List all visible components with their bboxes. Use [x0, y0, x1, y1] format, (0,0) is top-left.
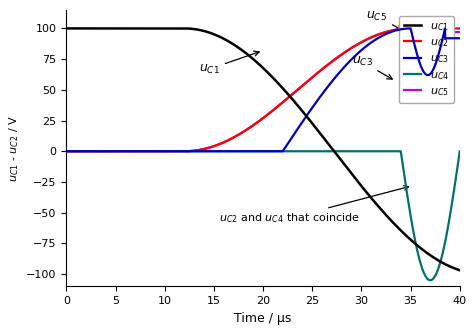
Text: $u_{C1}$: $u_{C1}$	[199, 51, 259, 76]
Y-axis label: $u_{C1}$ - $u_{C2}$ / V: $u_{C1}$ - $u_{C2}$ / V	[7, 115, 21, 181]
Text: $u_{C3}$: $u_{C3}$	[352, 55, 392, 79]
Text: $u_{C2}$ and $u_{C4}$ that coincide: $u_{C2}$ and $u_{C4}$ that coincide	[219, 186, 409, 225]
X-axis label: Time / μs: Time / μs	[234, 312, 292, 325]
Legend: $u_{C1}$, $u_{C2}$, $u_{C3}$, $u_{C4}$, $u_{C5}$: $u_{C1}$, $u_{C2}$, $u_{C3}$, $u_{C4}$, …	[399, 16, 454, 104]
Text: $u_{C5}$: $u_{C5}$	[366, 10, 402, 30]
